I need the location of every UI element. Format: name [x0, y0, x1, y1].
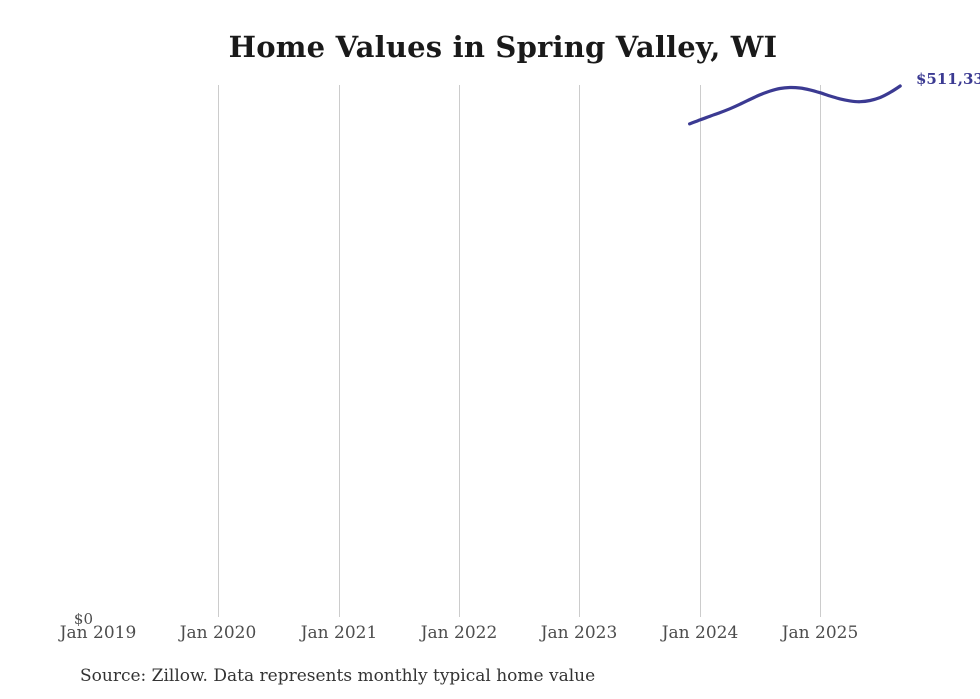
- x-tick-jan-2021: Jan 2021: [300, 623, 378, 643]
- home-value-line-path: [688, 84, 902, 126]
- x-tick-jan-2023: Jan 2023: [540, 623, 618, 643]
- x-tick-jan-2025: Jan 2025: [781, 623, 859, 643]
- x-tick-jan-2020: Jan 2020: [179, 623, 257, 643]
- x-tick-jan-2024: Jan 2024: [661, 623, 739, 643]
- chart-title: Home Values in Spring Valley, WI: [228, 30, 778, 64]
- gridline-jan-2020: [218, 85, 219, 617]
- gridline-jan-2025: [820, 85, 821, 617]
- x-tick-jan-2022: Jan 2022: [420, 623, 498, 643]
- y-axis-zero-label: $0: [73, 610, 93, 628]
- gridline-jan-2024: [700, 85, 701, 617]
- latest-value-label: $511,333: [916, 70, 980, 88]
- gridline-jan-2023: [579, 85, 580, 617]
- gridline-jan-2021: [339, 85, 340, 617]
- x-tick-jan-2019: Jan 2019: [59, 623, 137, 643]
- gridline-jan-2022: [459, 85, 460, 617]
- source-note: Source: Zillow. Data represents monthly …: [80, 666, 596, 686]
